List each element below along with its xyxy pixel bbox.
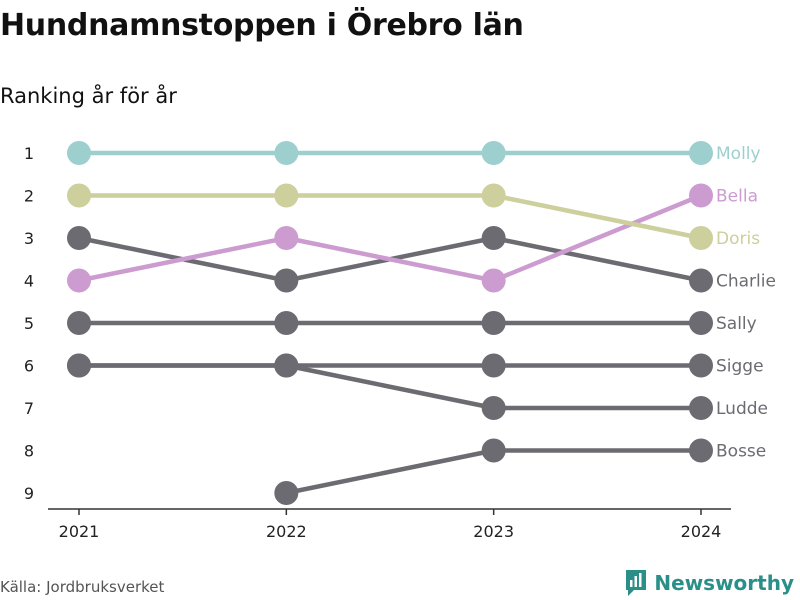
series-lines xyxy=(78,150,702,496)
series-label-molly: Molly xyxy=(716,144,761,164)
series-label-bosse: Bosse xyxy=(716,442,766,462)
data-point-ludde xyxy=(689,396,713,420)
data-point-molly xyxy=(689,141,713,165)
series-line-ludde xyxy=(79,363,701,411)
y-tick-label: 1 xyxy=(24,144,34,163)
data-point-charlie xyxy=(67,226,91,250)
x-axis-ticks: 2021 2022 2023 2024 xyxy=(59,509,722,541)
data-point-molly xyxy=(481,141,506,165)
data-point-sigge xyxy=(481,353,506,378)
data-point-ludde xyxy=(274,353,299,378)
series-labels: Charlie Sally Sigge Ludde Bosse Molly Bella Dor… xyxy=(716,144,776,462)
data-point-doris xyxy=(274,183,299,208)
data-point-bella xyxy=(481,268,506,293)
brand-name: Newsworthy xyxy=(654,571,794,595)
series-label-sigge: Sigge xyxy=(716,357,764,377)
x-tick-label: 2021 xyxy=(59,522,100,541)
series-points xyxy=(67,141,713,505)
series-line-doris xyxy=(79,193,702,241)
data-point-sally xyxy=(67,311,91,335)
y-tick-label: 8 xyxy=(24,442,34,461)
y-axis-ticks: 1 2 3 4 5 6 7 8 9 xyxy=(24,144,34,503)
data-point-charlie xyxy=(274,268,299,293)
series-label-bella: Bella xyxy=(716,187,758,207)
chart-subtitle: Ranking år för år xyxy=(0,84,177,108)
x-tick-label: 2023 xyxy=(473,522,514,541)
data-point-sally xyxy=(274,311,299,335)
data-point-ludde xyxy=(67,353,91,378)
y-tick-label: 5 xyxy=(24,314,34,333)
y-tick-label: 2 xyxy=(24,187,34,206)
data-point-sigge xyxy=(689,353,713,378)
data-point-doris xyxy=(689,226,713,250)
y-tick-label: 7 xyxy=(24,399,34,418)
brand-logo: Newsworthy xyxy=(624,568,794,598)
data-point-bosse xyxy=(689,438,713,463)
series-line-bella xyxy=(78,193,702,283)
data-point-doris xyxy=(481,183,506,208)
y-tick-label: 9 xyxy=(24,484,34,503)
y-tick-label: 3 xyxy=(24,229,34,248)
data-point-bosse xyxy=(274,481,299,505)
x-tick-label: 2024 xyxy=(681,522,722,541)
x-tick-label: 2022 xyxy=(266,522,307,541)
data-point-charlie xyxy=(689,268,713,293)
data-point-molly xyxy=(67,141,91,165)
data-point-ludde xyxy=(481,396,506,420)
source-note: Källa: Jordbruksverket xyxy=(0,578,165,596)
data-point-charlie xyxy=(481,226,506,250)
data-point-bella xyxy=(689,183,713,208)
series-label-doris: Doris xyxy=(716,229,760,249)
data-point-bella xyxy=(274,226,299,250)
series-label-charlie: Charlie xyxy=(716,272,776,292)
data-point-sally xyxy=(689,311,713,335)
y-tick-label: 6 xyxy=(24,357,34,376)
data-point-sally xyxy=(481,311,506,335)
chart-title: Hundnamnstoppen i Örebro län xyxy=(0,8,524,43)
data-point-molly xyxy=(274,141,299,165)
newsworthy-logo-icon xyxy=(626,570,647,596)
series-label-sally: Sally xyxy=(716,314,757,334)
data-point-bella xyxy=(67,268,91,293)
data-point-bosse xyxy=(481,438,506,463)
data-point-doris xyxy=(67,183,91,208)
series-label-ludde: Ludde xyxy=(716,399,768,419)
y-tick-label: 4 xyxy=(24,272,34,291)
